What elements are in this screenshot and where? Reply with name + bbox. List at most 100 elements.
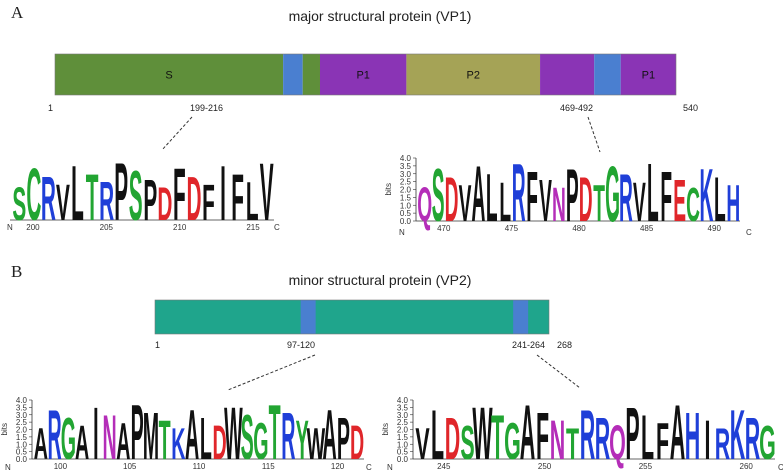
logo-b1-xtick-1: 105 xyxy=(123,462,137,471)
logo-b2-residue-9: N xyxy=(550,409,565,471)
logo-b2-ytick-8: 0.0 xyxy=(397,455,409,464)
vp1-segment-label-7: P1 xyxy=(642,70,655,82)
logo-b1-residue-23: D xyxy=(350,416,364,470)
logo-b2-residue-19: I xyxy=(705,409,711,471)
logo-a2-ytick-7: 0.5 xyxy=(400,209,412,218)
logo-a2-residue-22: L xyxy=(714,164,726,234)
logo-a1-xtick-3: 215 xyxy=(246,223,260,232)
logo-a1-residue-1: C xyxy=(26,153,41,236)
vp2-connector-2 xyxy=(536,354,581,389)
logo-b1-xtick-0: 100 xyxy=(54,462,68,471)
vp1-segment-label-3: P1 xyxy=(356,70,369,82)
logo-b1-ytick-6: 1.0 xyxy=(16,440,28,449)
logo-a2-residue-23: H xyxy=(726,176,740,233)
logo-b1-ytick-8: 0.0 xyxy=(16,455,28,464)
logo-b2-residue-5: T xyxy=(491,401,504,472)
logo-b1-residue-7: P xyxy=(131,390,144,473)
logo-b2-ytick-0: 4.0 xyxy=(397,396,409,405)
logo-b2-ytick-2: 3.0 xyxy=(397,411,409,420)
logo-b1-residue-14: W xyxy=(224,393,243,473)
vp2-highlight-0 xyxy=(300,300,316,334)
logo-b2-ytick-4: 2.0 xyxy=(397,426,409,435)
logo-b2-residue-20: R xyxy=(715,419,730,469)
logo-b2-residue-8: F xyxy=(536,398,549,473)
vp1-segment-5 xyxy=(540,54,595,95)
vp1-segment-7 xyxy=(620,54,676,95)
logo-a2-residue-0: Q xyxy=(417,178,432,232)
vp1-start-label: 1 xyxy=(48,103,53,113)
logo-a2-ytick-6: 1.0 xyxy=(400,201,412,210)
logo-a2-residue-16: V xyxy=(633,170,646,233)
logo-b2-residue-11: R xyxy=(580,397,595,473)
logo-a1-residue-9: P xyxy=(143,168,157,233)
logo-a2-c-label: C xyxy=(746,228,752,237)
logo-b2-residue-22: R xyxy=(745,407,760,472)
logo-a1-residue-7: P xyxy=(114,146,128,238)
logo-a2-residue-1: S xyxy=(432,152,445,237)
vp1-domain-bar: S P1 P2 P1 xyxy=(54,53,677,96)
logo-a1-residue-13: F xyxy=(202,175,215,231)
logo-b1-residue-20: W xyxy=(307,420,326,469)
panel-a-letter: A xyxy=(11,3,24,22)
logo-a2-ytick-0: 4.0 xyxy=(400,154,412,163)
logo-b2-ytick-7: 0.5 xyxy=(397,448,409,457)
logo-a2-residue-9: V xyxy=(539,169,552,235)
logo-a1-residue-3: V xyxy=(56,175,70,231)
logo-a1-n-label: N xyxy=(7,223,13,232)
vp2-bar-outline xyxy=(154,299,550,335)
logo-a2-residue-21: K xyxy=(700,152,714,237)
logo-b1-xtick-2: 110 xyxy=(193,462,206,471)
vp1-segment-2 xyxy=(302,54,320,95)
logo-b1-residue-3: A xyxy=(75,416,89,470)
logo-b2-xtick-1: 250 xyxy=(538,462,552,471)
logo-a2-residue-12: D xyxy=(579,164,593,234)
logo-a2-ytick-3: 2.5 xyxy=(400,178,412,187)
logo-a2-residue-17: L xyxy=(647,145,659,239)
logo-b1-residue-6: A xyxy=(116,413,130,471)
logo-a2-ytick-2: 3.0 xyxy=(400,170,412,179)
logo-a2-xtick-3: 485 xyxy=(640,224,654,233)
vp1-segment-label-0: S xyxy=(165,70,172,82)
logo-b2-residue-10: T xyxy=(566,419,579,469)
vp1-connector-1 xyxy=(161,116,193,151)
logo-b2-ytick-6: 1.0 xyxy=(397,440,409,449)
vp1-connector-2 xyxy=(587,116,601,153)
logo-b2-c-label: C xyxy=(778,463,783,472)
logo-a2-xtick-2: 480 xyxy=(572,224,586,233)
logo-a2-ytick-1: 3.5 xyxy=(400,162,412,171)
logo-a1-xtick-0: 200 xyxy=(26,223,40,232)
logo-a2-residue-11: P xyxy=(566,152,579,237)
vp1-bar-outline xyxy=(54,53,677,96)
vp2-bar-body xyxy=(155,300,549,334)
logo-b2-residue-13: Q xyxy=(609,415,626,469)
logo-b1-xtick-4: 120 xyxy=(331,462,345,471)
vp1-region-label-2: 469-492 xyxy=(560,103,593,113)
vp2-connector-1 xyxy=(227,354,316,391)
logo-b1-ytick-5: 1.5 xyxy=(16,433,28,442)
vp2-domain-bar xyxy=(154,299,550,335)
logo-b2-y-label: bits xyxy=(381,423,390,435)
logo-b1-ytick-0: 4.0 xyxy=(16,396,28,405)
vp2-region-label-1: 97-120 xyxy=(287,340,315,350)
logo-b2-residue-2: D xyxy=(445,407,460,472)
logo-a1-residue-16: L xyxy=(246,171,259,232)
logo-a1-residue-5: T xyxy=(86,162,99,235)
logo-a2-ytick-5: 1.5 xyxy=(400,193,412,202)
logo-a2-residue-15: R xyxy=(619,161,633,236)
logo-a2-residue-7: R xyxy=(512,145,526,239)
logo-b1-ytick-7: 0.5 xyxy=(16,448,28,457)
vp1-segment-0 xyxy=(55,54,284,95)
logo-b1-residue-21: A xyxy=(323,395,337,473)
logo-a2-residue-18: F xyxy=(660,158,672,237)
logo-b2-xtick-3: 260 xyxy=(740,462,754,471)
logo-a2-xtick-1: 475 xyxy=(505,224,519,233)
logo-a2-residue-2: D xyxy=(445,164,459,234)
logo-b2-residue-17: A xyxy=(670,389,685,473)
logo-b2-ytick-3: 2.5 xyxy=(397,418,409,427)
logo-b1-residue-15: S xyxy=(241,402,254,472)
logo-b1-residue-2: G xyxy=(61,407,76,473)
logo-b2-residue-21: K xyxy=(730,397,746,473)
